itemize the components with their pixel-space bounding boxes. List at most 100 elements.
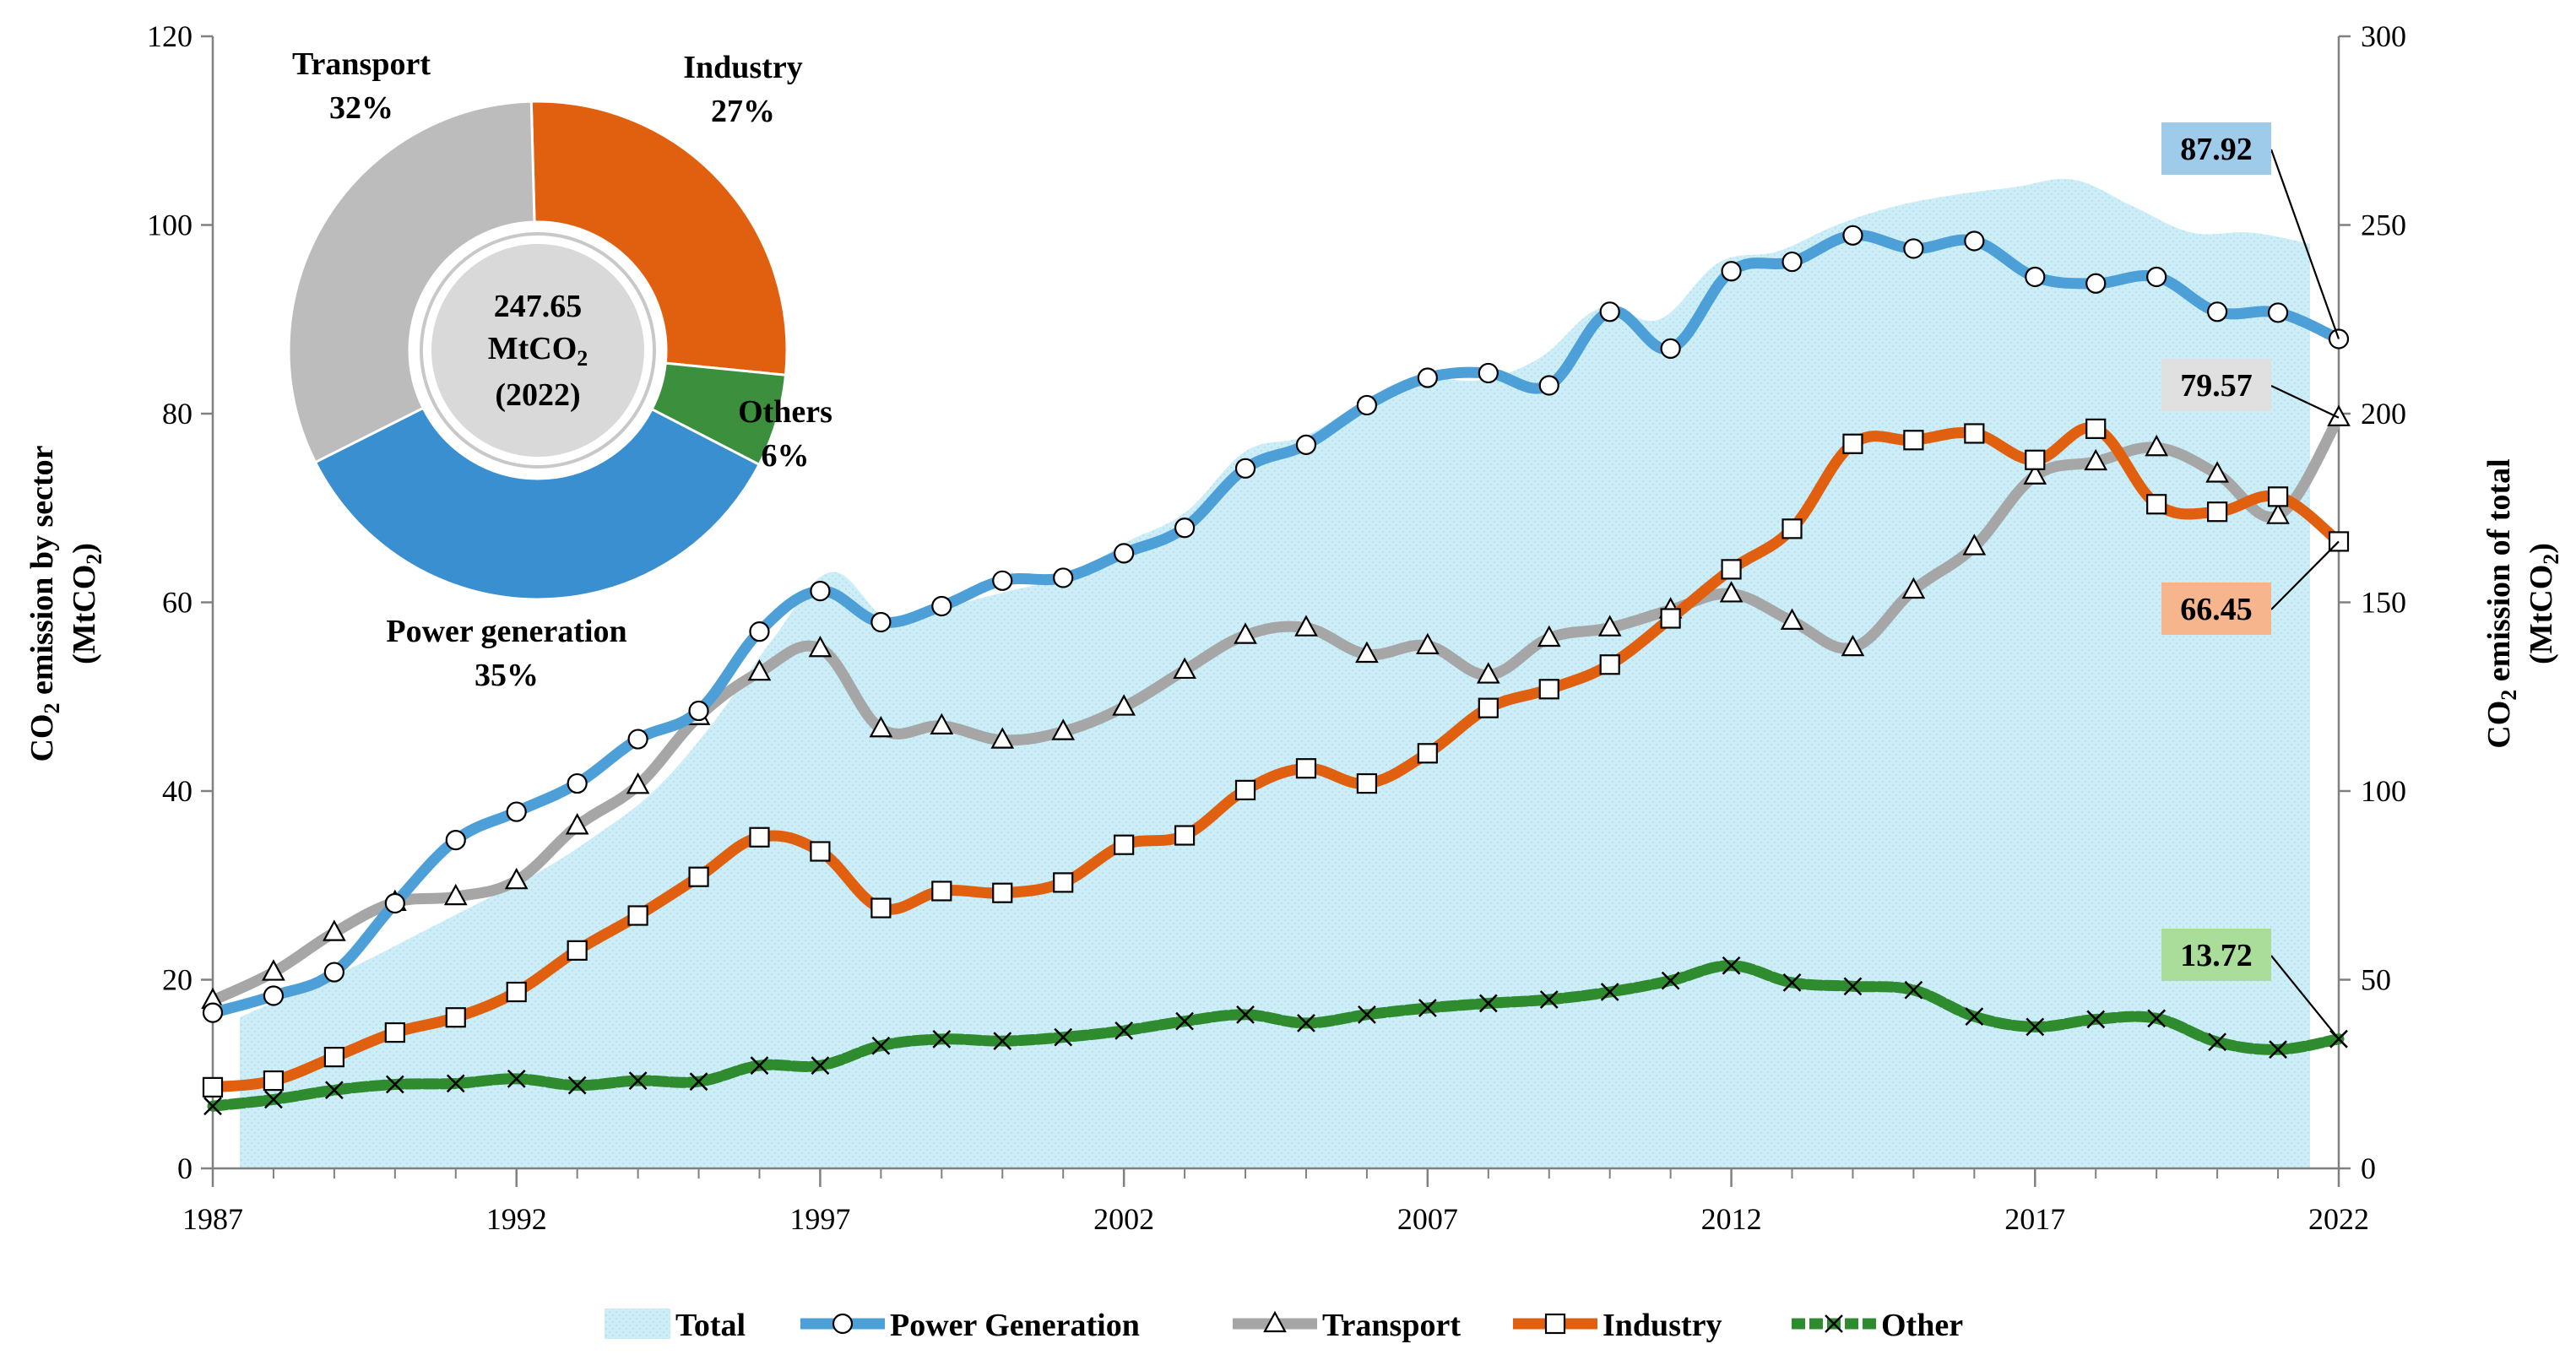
data-point-transport — [2327, 404, 2351, 426]
legend-swatch-total — [605, 1309, 670, 1339]
data-point-other — [446, 1074, 465, 1093]
data-point-other — [1843, 977, 1863, 996]
pie-center-unit: MtCO2 — [488, 331, 588, 371]
data-point-power-generation — [1417, 367, 1438, 388]
data-point-transport — [1416, 632, 1440, 655]
data-point-industry — [627, 905, 648, 926]
y-left-tick-label: 100 — [147, 209, 193, 242]
data-point-other — [689, 1072, 708, 1092]
pie-label-power-generation: Power generation — [386, 614, 626, 649]
x-tick-label: 2012 — [1701, 1202, 1762, 1236]
data-point-industry — [2025, 449, 2046, 470]
data-point-industry — [567, 940, 588, 961]
data-point-industry — [1538, 679, 1559, 700]
data-point-industry — [445, 1007, 466, 1028]
data-point-power-generation — [2207, 301, 2228, 322]
data-point-power-generation — [1174, 518, 1196, 539]
data-point-transport — [1901, 577, 1926, 599]
callout-value-power-generation: 87.92 — [2180, 132, 2253, 167]
data-point-transport — [990, 727, 1015, 749]
data-point-transport — [1173, 657, 1196, 680]
data-point-power-generation — [1478, 362, 1499, 384]
callout-value-other: 13.72 — [2180, 938, 2253, 973]
data-point-power-generation — [1964, 230, 1985, 252]
data-point-power-generation — [1842, 225, 1863, 246]
data-point-other — [1236, 1005, 1255, 1024]
axes: 0 20 40 60 80 100 120 0 50 100 150 200 250 300 1987 199… — [147, 19, 2406, 1236]
series-industry — [202, 418, 2350, 1097]
pie-center-ring — [420, 232, 656, 469]
legend-item-transport: Transport — [1233, 1308, 1461, 1343]
legend-item-industry: Industry — [1513, 1308, 1722, 1343]
data-point-industry — [1782, 518, 1803, 539]
y-right-tick-label: 300 — [2361, 19, 2406, 53]
data-point-other — [750, 1056, 769, 1076]
series-layer — [201, 225, 2351, 1116]
data-point-industry — [1356, 772, 1378, 794]
x-tick-label: 2022 — [2308, 1202, 2369, 1236]
y-right-tick-label: 100 — [2361, 774, 2406, 808]
data-point-industry — [506, 981, 527, 1003]
data-point-industry — [1174, 825, 1196, 846]
y-left-axis-unit: (MtCO2) — [67, 543, 106, 664]
data-point-power-generation — [1903, 238, 1924, 259]
data-point-power-generation — [445, 830, 466, 851]
series-power-generation — [202, 225, 2350, 1023]
x-tick-label: 1987 — [182, 1202, 243, 1236]
data-point-industry — [1053, 872, 1074, 893]
data-point-other — [2086, 1010, 2106, 1029]
pie-percent-power-generation: 35% — [475, 658, 539, 693]
data-point-transport — [1112, 694, 1136, 716]
data-point-industry — [263, 1070, 285, 1092]
data-point-transport — [2205, 461, 2229, 483]
data-point-transport — [504, 867, 529, 890]
data-point-industry — [2146, 494, 2167, 515]
data-point-other — [1722, 956, 1741, 975]
y-right-tick-label: 250 — [2361, 209, 2406, 242]
legend-label-transport: Transport — [1322, 1308, 1461, 1343]
legend-label-other: Other — [1881, 1308, 1963, 1343]
data-point-transport — [565, 813, 589, 835]
data-point-industry — [992, 882, 1013, 903]
data-point-transport — [1597, 615, 1622, 637]
data-point-power-generation — [323, 962, 344, 983]
y-right-tick-label: 200 — [2361, 397, 2406, 431]
data-point-power-generation — [1234, 458, 1256, 479]
data-point-power-generation — [2146, 266, 2167, 288]
data-point-power-generation — [506, 801, 527, 822]
pie-percent-others: 6% — [762, 438, 810, 474]
data-point-power-generation — [688, 700, 709, 722]
data-point-other — [1478, 994, 1498, 1013]
data-point-other — [1114, 1021, 1134, 1040]
legend-label-industry: Industry — [1603, 1308, 1722, 1343]
data-point-other — [1904, 980, 1923, 1000]
data-point-other — [1418, 999, 1437, 1017]
data-point-other — [871, 1036, 891, 1055]
data-point-industry — [1234, 779, 1256, 800]
callout-industry: 66.45 — [2161, 540, 2340, 635]
data-point-other — [628, 1071, 648, 1090]
data-point-transport — [1294, 615, 1318, 637]
pie-center-disc — [431, 244, 644, 457]
data-point-transport — [747, 658, 772, 681]
data-point-industry — [688, 866, 709, 887]
callouts: 87.92 79.57 66.45 13.72 — [2161, 122, 2340, 1040]
data-point-industry — [1721, 559, 1742, 580]
pie-slice-labels: Industry 27% Others 6% Power generation … — [292, 46, 832, 693]
data-point-transport — [1234, 622, 1257, 644]
data-point-other — [1358, 1005, 1376, 1024]
data-point-transport — [1780, 608, 1804, 630]
data-point-other — [385, 1075, 404, 1094]
data-point-other — [1600, 983, 1619, 1001]
data-point-power-generation — [202, 1002, 224, 1023]
data-point-other — [1175, 1011, 1194, 1031]
data-point-industry — [1295, 758, 1317, 779]
callout-transport: 79.57 — [2161, 359, 2340, 419]
callout-value-industry: 66.45 — [2180, 592, 2253, 627]
callout-box-other — [2161, 929, 2271, 981]
data-point-transport — [1537, 625, 1561, 648]
data-point-other — [2208, 1032, 2226, 1052]
callout-box-transport — [2161, 359, 2271, 411]
data-point-other — [1297, 1014, 1315, 1032]
data-point-other — [203, 1097, 222, 1116]
